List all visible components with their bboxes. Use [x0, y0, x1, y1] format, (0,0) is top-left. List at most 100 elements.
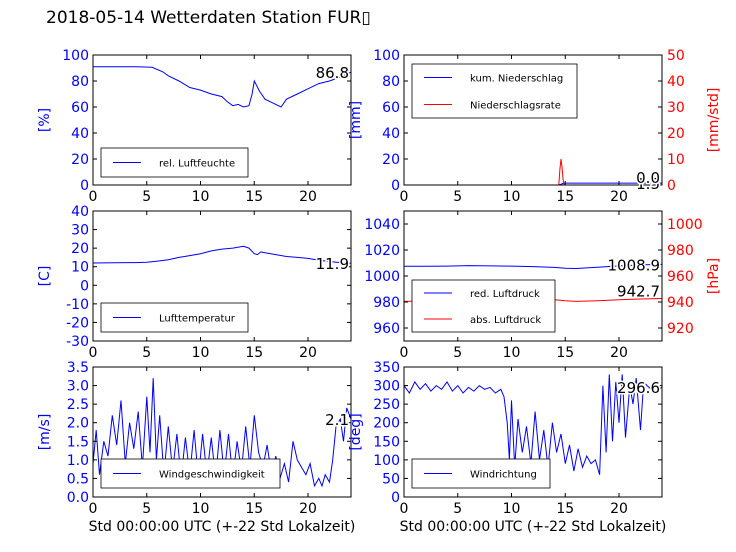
- y-tick-label-right: 960: [667, 269, 694, 285]
- y-tick-label-right: 980: [667, 243, 694, 259]
- page-title: 2018-05-14 Wetterdaten Station FUR▯: [46, 8, 371, 28]
- series-line-1: [93, 245, 351, 264]
- x-axis-label: Std 00:00:00 UTC (+-22 Std Lokalzeit): [400, 519, 667, 535]
- y-tick-label-right: 50: [667, 48, 685, 64]
- end-value-label: 86.8: [316, 64, 349, 82]
- x-tick-label: 0: [400, 345, 409, 361]
- y-tick-label: 50: [382, 471, 400, 487]
- end-value-label: 1008.9: [608, 256, 661, 274]
- plot-frame: [92, 210, 352, 342]
- y-tick-label: 20: [71, 152, 89, 168]
- y-tick-label: 60: [382, 100, 400, 116]
- y-tick-label: 0: [80, 178, 89, 194]
- x-tick-label: 5: [142, 345, 151, 361]
- legend-label: abs. Luftdruck: [470, 315, 541, 326]
- x-tick-label: 15: [556, 345, 574, 361]
- y-tick-label-right: 920: [667, 321, 694, 337]
- x-tick-label: 0: [400, 189, 409, 205]
- y-axis-label-right: [hPa]: [706, 258, 722, 294]
- y-tick-label: 1020: [364, 243, 400, 259]
- legend-label: kum. Niederschlag: [470, 74, 563, 85]
- y-tick-label: 0.5: [67, 471, 89, 487]
- plot-frame: [403, 366, 663, 498]
- y-tick-label: 10: [71, 260, 89, 276]
- series-line-1: [404, 263, 662, 270]
- end-value-label: 296.6: [617, 379, 660, 397]
- y-tick-label: 0: [391, 490, 400, 506]
- y-axis-label: [%]: [37, 108, 53, 132]
- x-tick-label: 0: [89, 189, 98, 205]
- panel-3: 0 5 10 15 20 -30 -20 -10 0 10 20 30 40 [C] 11.9 Lufttem…: [37, 204, 352, 361]
- y-tick-label: 350: [373, 360, 400, 376]
- y-tick-label: 60: [71, 100, 89, 116]
- x-tick-label: 10: [503, 189, 521, 205]
- x-tick-label: 20: [610, 501, 628, 517]
- series-line-1: [404, 374, 662, 475]
- x-tick-label: 10: [192, 189, 210, 205]
- y-tick-label: 0: [80, 278, 89, 294]
- y-tick-label: 150: [373, 434, 400, 450]
- y-tick-label: 200: [373, 416, 400, 432]
- y-tick-label: 250: [373, 397, 400, 413]
- y-tick-label: 1040: [364, 217, 400, 233]
- x-tick-label: 10: [192, 501, 210, 517]
- end-value-label-right: 0.0: [636, 169, 660, 187]
- y-tick-label: -20: [66, 315, 89, 331]
- x-tick-label: 15: [556, 501, 574, 517]
- end-value-label-right: 942.7: [617, 282, 660, 300]
- end-value-label: 1.5: [636, 175, 660, 193]
- x-tick-label: 5: [453, 189, 462, 205]
- x-tick-label: 5: [142, 501, 151, 517]
- series-line-1: [93, 378, 351, 488]
- y-tick-label: 100: [373, 48, 400, 64]
- x-tick-label: 5: [453, 345, 462, 361]
- y-tick-label: 0.0: [67, 490, 89, 506]
- y-tick-label: 0: [391, 178, 400, 194]
- legend-box: [411, 63, 578, 119]
- y-tick-label-right: 20: [667, 126, 685, 142]
- x-tick-label: 0: [89, 345, 98, 361]
- y-tick-label: 40: [382, 126, 400, 142]
- x-tick-label: 5: [453, 501, 462, 517]
- panel-1: 0 5 10 15 20 0 20 40 60 80 100 [%] 86.8 rel. Luftfeuc…: [37, 48, 352, 205]
- legend-label: Windrichtung: [470, 470, 537, 481]
- end-value-label: 11.9: [316, 255, 349, 273]
- y-tick-label: 20: [382, 152, 400, 168]
- plot-frame: [92, 366, 352, 498]
- panel-5: 0 5 10 15 20 0.0 0.5 1.0 1.5 2.0 2.5 3.0 3.5 [m/s] Std…: [37, 360, 355, 535]
- x-tick-label: 5: [142, 189, 151, 205]
- x-tick-label: 20: [299, 345, 317, 361]
- legend-label: Niederschlagsrate: [470, 101, 561, 112]
- x-tick-label: 0: [400, 501, 409, 517]
- y-tick-label: -30: [66, 334, 89, 350]
- x-tick-label: 15: [245, 345, 263, 361]
- y-tick-label: 1.0: [67, 453, 89, 469]
- y-tick-label: 2.0: [67, 416, 89, 432]
- y-tick-label: 80: [382, 74, 400, 90]
- plot-frame: [403, 54, 663, 186]
- y-tick-label: 960: [373, 321, 400, 337]
- y-tick-label: 80: [71, 74, 89, 90]
- x-tick-label: 15: [245, 189, 263, 205]
- legend-label: rel. Luftfeuchte: [159, 159, 235, 170]
- y-axis-label: [m/s]: [37, 414, 53, 451]
- series-line-2: [404, 158, 662, 185]
- y-tick-label: 1.5: [67, 434, 89, 450]
- y-tick-label-right: 30: [667, 100, 685, 116]
- y-tick-label: 20: [71, 241, 89, 257]
- y-axis-label: [C]: [37, 266, 53, 287]
- y-axis-label: [mm]: [348, 101, 364, 139]
- y-tick-label-right: 1000: [667, 217, 703, 233]
- x-tick-label: 15: [556, 189, 574, 205]
- x-tick-label: 20: [299, 189, 317, 205]
- y-tick-label: 2.5: [67, 397, 89, 413]
- x-tick-label: 15: [245, 501, 263, 517]
- y-tick-label: 30: [71, 223, 89, 239]
- panel-4: 0 5 10 15 20 960 980 1000 1020 1040 920 940 960 980 10…: [364, 210, 722, 361]
- x-tick-label: 20: [610, 345, 628, 361]
- y-axis-label: [deg]: [348, 413, 364, 450]
- y-tick-label: 3.0: [67, 379, 89, 395]
- legend-label: Lufttemperatur: [159, 314, 236, 325]
- y-tick-label: 40: [71, 126, 89, 142]
